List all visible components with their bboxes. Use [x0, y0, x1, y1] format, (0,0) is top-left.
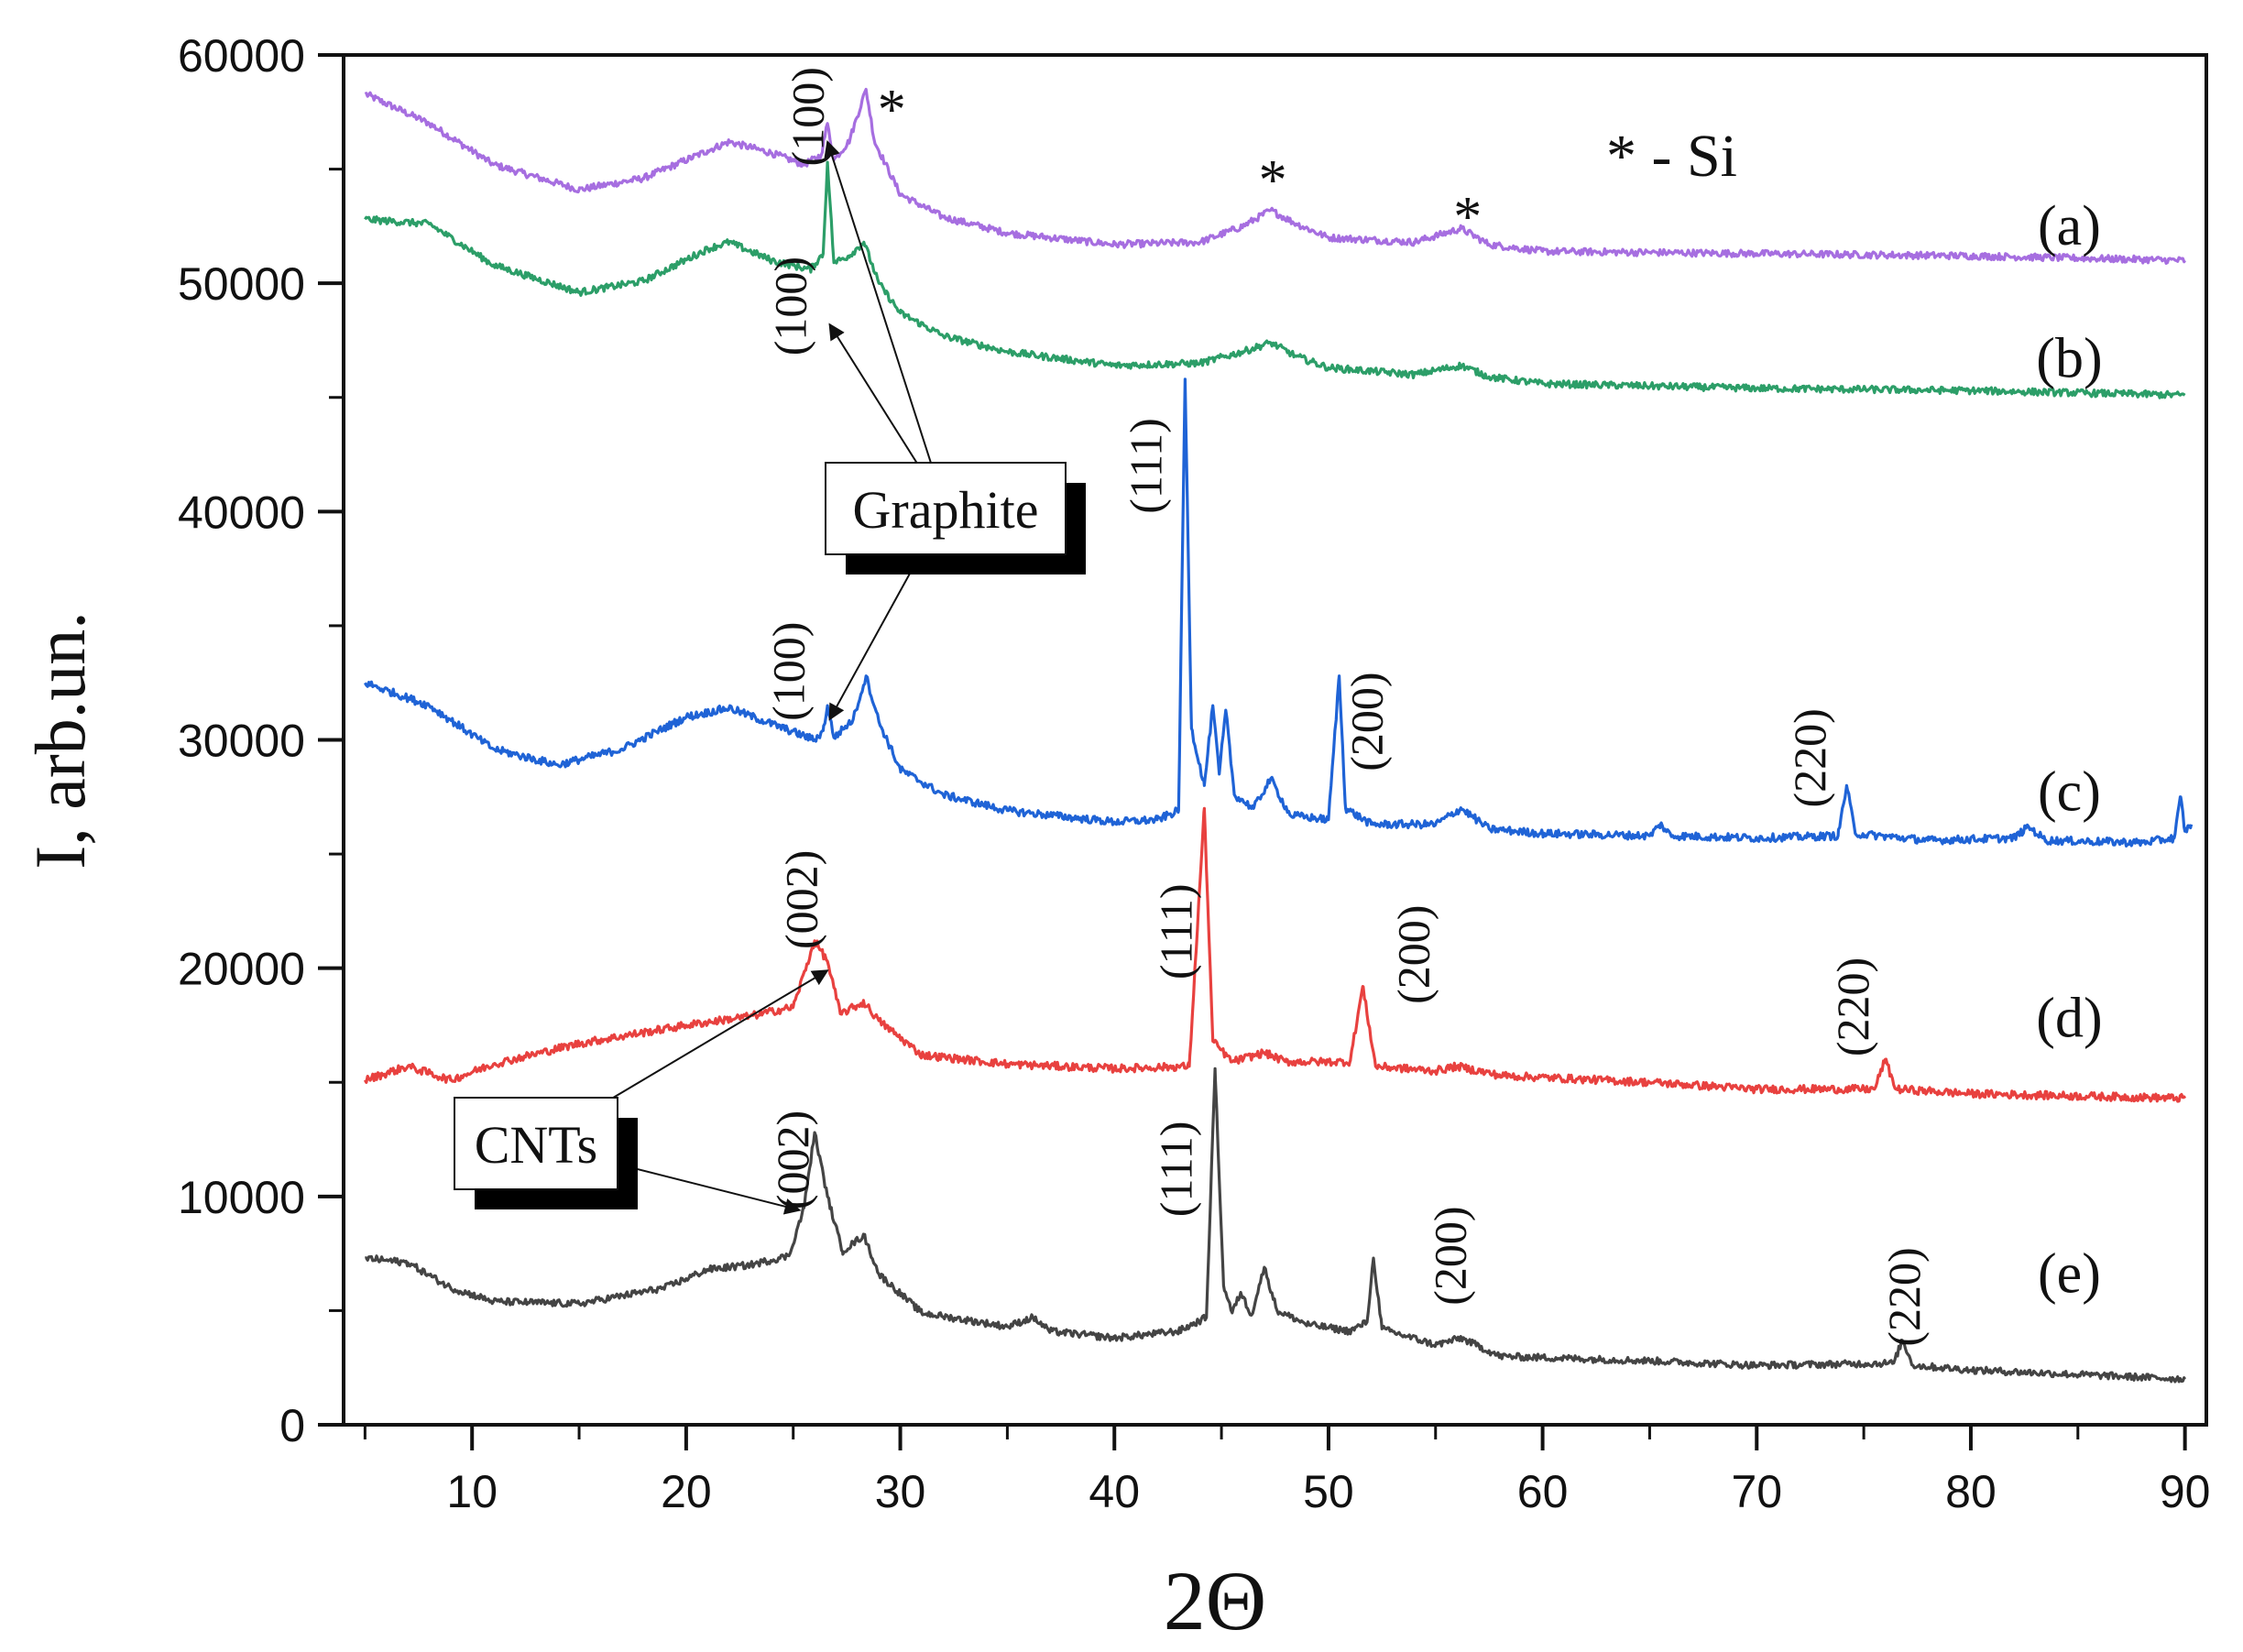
y-tick-label: 10000 [178, 1172, 305, 1223]
x-tick-label: 20 [661, 1466, 712, 1517]
x-tick-label: 60 [1517, 1466, 1569, 1517]
peak-index-label: (200) [1388, 905, 1439, 1004]
x-tick-label: 80 [1945, 1466, 1997, 1517]
series-labels: (a) (b) (c) (d) (e) [2036, 195, 2102, 1306]
peak-index-label: (111) [1150, 1121, 1201, 1218]
series-label: (a) [2038, 195, 2101, 257]
data-series [363, 87, 2194, 1384]
callout-box [825, 462, 1067, 555]
y-tick-label: 20000 [178, 944, 305, 995]
y-tick-label: 60000 [178, 30, 305, 82]
series-line-b [364, 160, 2186, 399]
x-tick-label: 50 [1303, 1466, 1354, 1517]
callout-arrow [824, 139, 946, 509]
peak-index-label: (100) [782, 67, 833, 166]
y-axis-title: I, arb.un. [20, 611, 100, 870]
x-axis-title: 2Θ [1164, 1554, 1266, 1647]
series-label: (b) [2036, 327, 2102, 389]
peak-index-label: (200) [1425, 1206, 1476, 1305]
peak-index-label: (200) [1340, 672, 1392, 771]
graphite-callout: Graphite [824, 139, 1086, 721]
peak-index-label: (111) [1150, 884, 1201, 980]
x-tick-label: 30 [875, 1466, 926, 1517]
peak-index-label: (100) [765, 257, 816, 356]
x-tick-label: 70 [1731, 1466, 1782, 1517]
x-tick-label: 40 [1089, 1466, 1140, 1517]
si-peak-marker: * [878, 79, 906, 141]
peak-index-label: (002) [767, 1110, 818, 1209]
series-line-c [363, 377, 2194, 848]
x-tick-label: 10 [446, 1466, 498, 1517]
peak-index-label: (220) [1784, 708, 1835, 807]
series-label: (e) [2038, 1242, 2101, 1305]
series-line-a [364, 87, 2186, 265]
callout-text: Graphite [853, 480, 1039, 540]
callout-text: CNTs [475, 1115, 598, 1175]
peak-index-label: (100) [762, 622, 814, 721]
cnts-callout: CNTs [454, 969, 829, 1215]
callout-box [454, 1097, 618, 1190]
plot-border [342, 53, 2208, 1427]
si-legend-note: * - Si [1606, 123, 1737, 190]
series-label: (c) [2038, 761, 2101, 824]
callouts: Graphite CNTs [454, 139, 1086, 1215]
peak-annotations: (100) * * * (100) (111) (100) (200) (220) (002) (1… [762, 67, 1929, 1347]
y-tick-label: 50000 [178, 258, 305, 310]
peak-index-label: (002) [775, 850, 826, 949]
si-peak-marker: * [1453, 186, 1482, 248]
y-axis: 0 10000 20000 30000 40000 50000 60000 [178, 30, 344, 1451]
series-line-d [363, 806, 2187, 1103]
plot-frame [342, 53, 2208, 1427]
y-tick-label: 0 [279, 1400, 305, 1451]
y-tick-label: 30000 [178, 716, 305, 767]
peak-index-label: (220) [1878, 1247, 1930, 1346]
si-peak-marker: * [1259, 149, 1287, 212]
y-tick-label: 40000 [178, 487, 305, 538]
series-line-e [365, 1067, 2186, 1384]
peak-index-label: (111) [1121, 418, 1172, 514]
x-tick-label: 90 [2160, 1466, 2211, 1517]
series-label: (d) [2036, 987, 2102, 1049]
peak-index-label: (220) [1827, 957, 1878, 1056]
x-axis: 10 20 30 40 50 60 70 80 90 [363, 1425, 2211, 1517]
